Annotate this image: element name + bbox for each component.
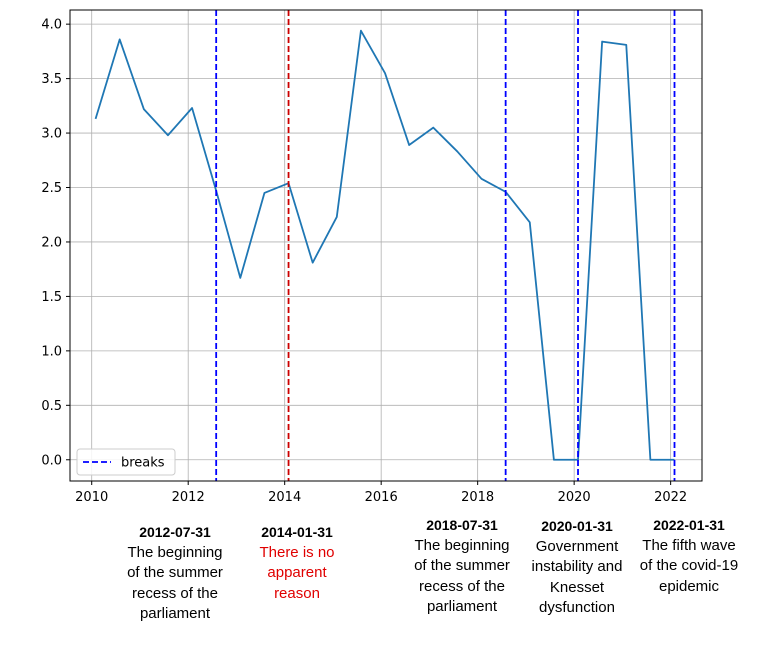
y-tick-label: 2.0 [41,235,62,250]
x-tick-label: 2010 [75,490,108,505]
annotation-text: The beginning of the summer recess of th… [414,536,510,616]
legend-label: breaks [121,456,165,471]
y-tick-label: 3.5 [41,72,62,87]
y-tick-label: 0.5 [41,399,62,414]
chart: 2010 2012 2014 2016 2018 2020 2022 0.0 0.5 1.0 1.5… [41,9,703,505]
annotation-2022-01-31: 2022-01-31 The fifth wave of the covid-1… [630,515,748,597]
legend-box [76,448,176,476]
annotation-2012-07-31: 2012-07-31 The beginning of the summer r… [110,522,240,625]
annotation-date: 2012-07-31 [139,524,211,540]
x-tick-label: 2012 [172,490,205,505]
annotation-2020-01-31: 2020-01-31 Government instability and Kn… [518,516,636,619]
annotation-text: The beginning of the summer recess of th… [127,543,223,623]
plot-frame [69,9,703,482]
y-tick-label: 1.5 [41,290,62,305]
y-tick-label: 2.5 [41,181,62,196]
annotation-date: 2014-01-31 [261,524,333,540]
annotation-2014-01-31: 2014-01-31 There is no apparent reason [232,522,362,604]
annotation-text: The fifth wave of the covid-19 epidemic [639,536,739,595]
y-tick-label: 4.0 [41,18,62,33]
x-tick-label: 2022 [654,490,687,505]
x-tick-label: 2016 [365,490,398,505]
annotation-date: 2022-01-31 [653,517,725,533]
annotation-2018-07-31: 2018-07-31 The beginning of the summer r… [397,515,527,618]
x-tick-label: 2020 [558,490,591,505]
annotation-date: 2020-01-31 [541,518,613,534]
y-tick-label: 0.0 [41,453,62,468]
series-line [94,29,675,461]
x-tick-label: 2014 [268,490,301,505]
x-tick-label: 2018 [461,490,494,505]
annotation-date: 2018-07-31 [426,517,498,533]
y-tick-label: 3.0 [41,127,62,142]
annotation-text: Government instability and Knesset dysfu… [531,537,623,617]
y-tick-label: 1.0 [41,344,62,359]
annotation-text: There is no apparent reason [259,543,335,602]
